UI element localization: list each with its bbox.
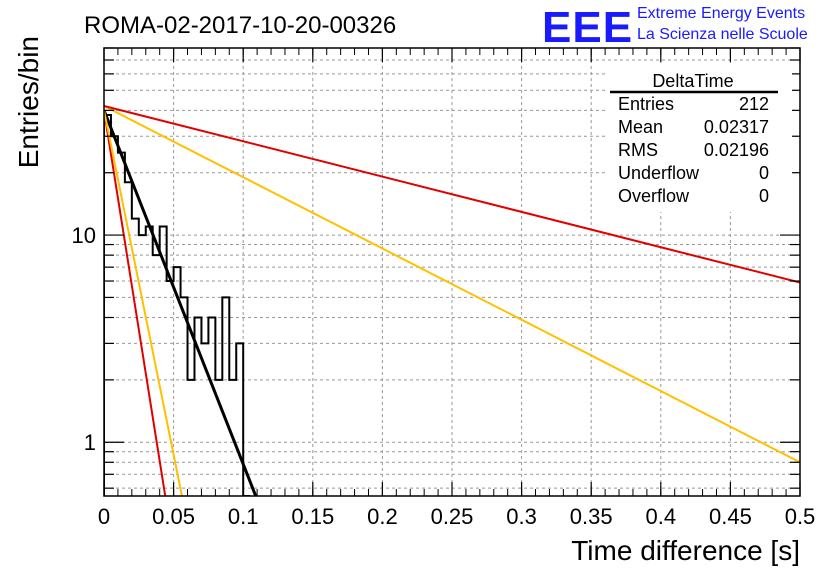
x-tick-label: 0	[98, 504, 110, 529]
stats-row-value: 0	[759, 163, 769, 183]
histogram-bin	[208, 318, 215, 496]
histogram-layer	[104, 113, 251, 496]
x-tick-label: 0.25	[431, 504, 474, 529]
stats-row-value: 0	[759, 186, 769, 206]
y-axis-title: Entries/bin	[13, 36, 44, 168]
x-tick-label: 0.4	[646, 504, 677, 529]
x-tick-label: 0.3	[506, 504, 537, 529]
stats-row-label: RMS	[618, 140, 658, 160]
stats-box-background	[608, 66, 792, 212]
run-title: ROMA-02-2017-10-20-00326	[84, 12, 396, 39]
curve-orange-slow	[104, 105, 800, 464]
curve-red-slow	[104, 104, 800, 284]
curve-fit	[104, 109, 258, 496]
stats-row-label: Entries	[618, 94, 674, 114]
eee-logo-line2: La Scienza nelle Scuole	[637, 26, 808, 43]
histogram-bin	[236, 343, 243, 496]
stats-row-label: Underflow	[618, 163, 700, 183]
eee-logo-line1: Extreme Energy Events	[637, 5, 805, 22]
x-axis-title: Time difference [s]	[571, 535, 800, 566]
stats-box: DeltaTime Entries 212 Mean 0.02317 RMS 0.0219…	[608, 66, 792, 212]
stats-box-title: DeltaTime	[652, 71, 733, 91]
histogram-bin	[181, 297, 188, 496]
histogram-outline	[104, 113, 251, 496]
x-tick-label: 0.45	[709, 504, 752, 529]
x-tick-label: 0.05	[152, 504, 195, 529]
y-tick-label: 10	[72, 223, 96, 248]
stats-row-label: Mean	[618, 117, 663, 137]
curve-red-steep	[104, 110, 167, 496]
histogram-bin	[188, 380, 195, 496]
eee-logo: EEE Extreme Energy Events La Scienza nel…	[542, 3, 808, 52]
histogram-bin	[146, 226, 153, 496]
stats-row-value: 0.02317	[704, 117, 769, 137]
eee-logo-letters: EEE	[542, 3, 633, 52]
fit-curves-layer	[104, 104, 800, 496]
stats-row-value: 212	[739, 94, 769, 114]
axis-ticks	[103, 47, 801, 496]
x-tick-label: 0.15	[291, 504, 334, 529]
x-tick-label: 0.2	[367, 504, 398, 529]
curve-orange-steep	[104, 110, 183, 496]
x-tick-label: 0.35	[570, 504, 613, 529]
tick-labels: 0 0.05 0.1 0.15 0.2 0.25 0.3 0.35 0.4 0.45 0.5 1 10	[72, 223, 816, 529]
stats-row-value: 0.02196	[704, 140, 769, 160]
stats-rows: Entries 212 Mean 0.02317 RMS 0.02196Underflow…	[618, 94, 769, 206]
histogram-bin	[222, 297, 229, 496]
stats-row-label: Overflow	[618, 186, 690, 206]
x-tick-label: 0.1	[228, 504, 259, 529]
histogram-bin	[167, 281, 174, 496]
x-tick-label: 0.5	[785, 504, 816, 529]
y-tick-label: 1	[84, 430, 96, 455]
